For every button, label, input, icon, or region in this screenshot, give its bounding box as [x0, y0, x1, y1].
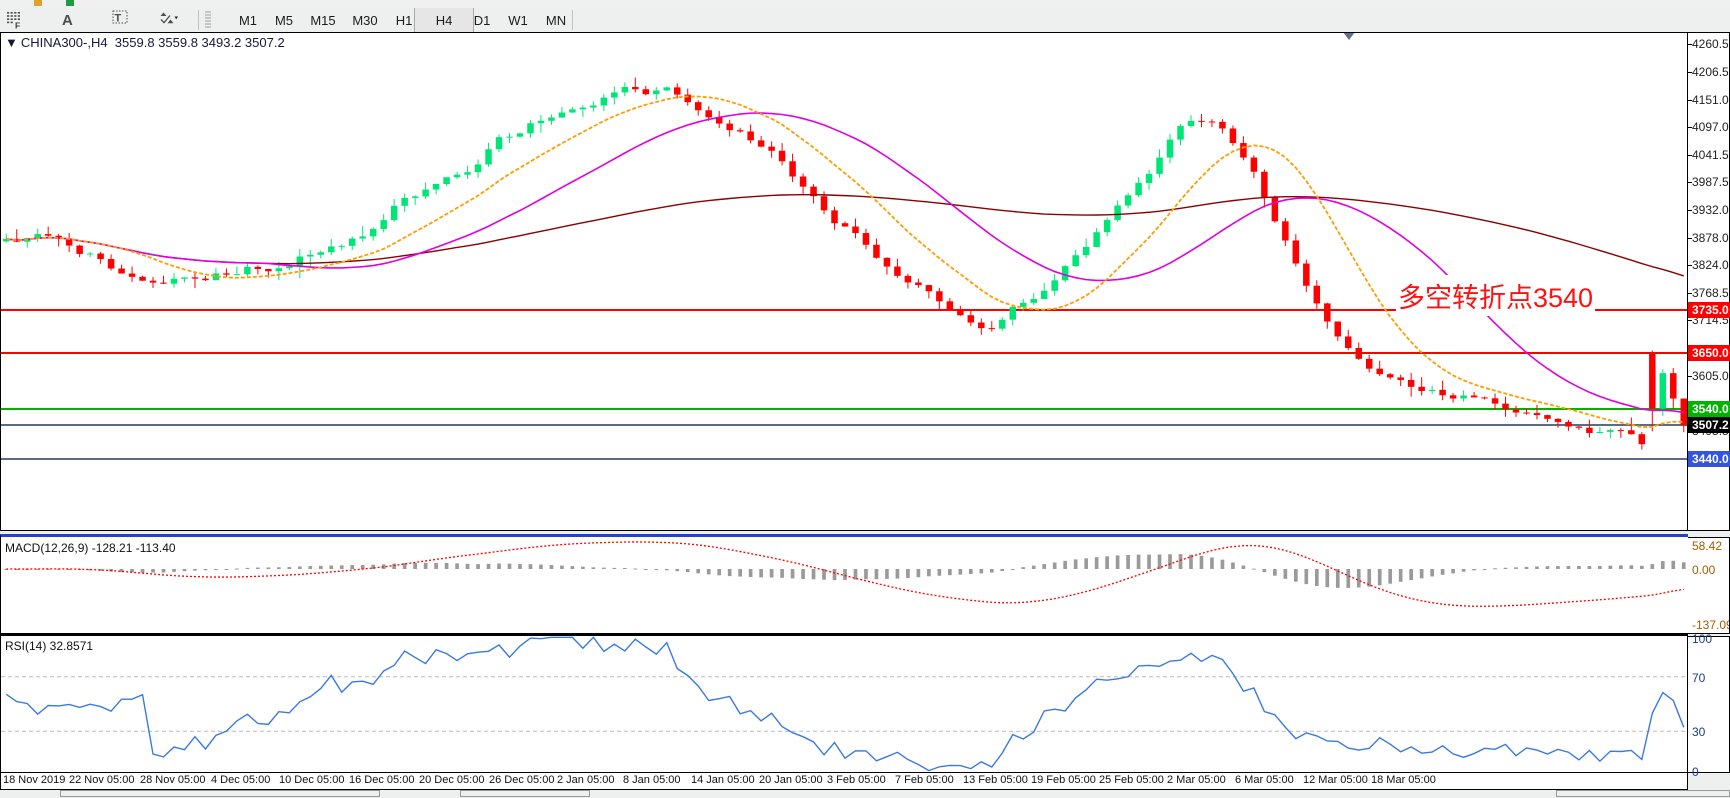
svg-text:T: T: [115, 13, 122, 25]
svg-text:A: A: [62, 12, 73, 29]
svg-text:F: F: [15, 21, 20, 31]
